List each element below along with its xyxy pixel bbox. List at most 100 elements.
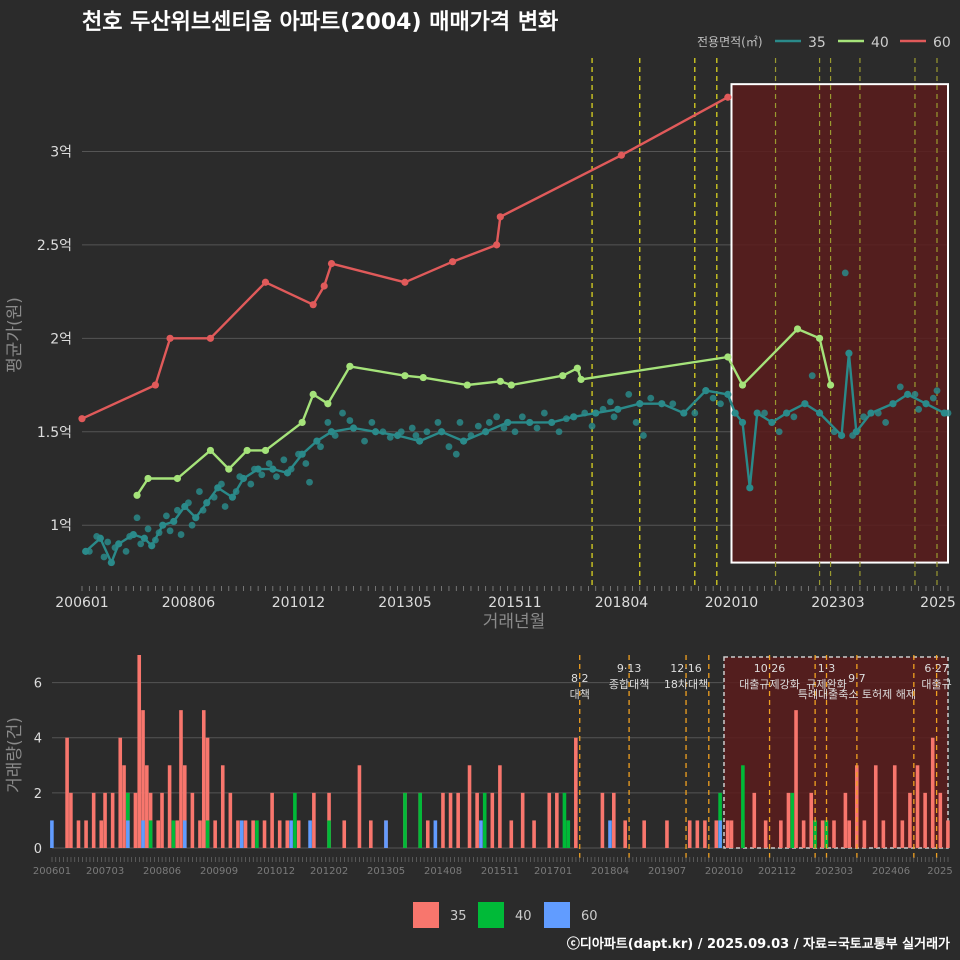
price-scatter-point-86 (896, 383, 904, 391)
volume-x-tick-label-5: 201202 (310, 866, 348, 877)
price-scatter-point-6 (126, 533, 134, 540)
price-point-60-10 (493, 241, 501, 249)
volume-bar-35-30 (243, 820, 248, 848)
volume-bar-40-9 (482, 792, 487, 848)
price-x-tick-label-7: 202303 (811, 595, 864, 611)
price-scatter-point-4 (111, 544, 119, 552)
price-point-35-16 (269, 465, 277, 473)
price-point-35-27 (482, 428, 490, 436)
volume-y-tick-label-0: 0 (34, 842, 42, 857)
volume-bar-40-4 (255, 820, 259, 848)
volume-bar-35-50 (475, 792, 479, 848)
price-point-35-22 (371, 428, 380, 436)
price-point-40-20 (738, 381, 747, 389)
volume-bar-35-34 (277, 820, 282, 848)
volume-bar-60-8 (433, 820, 438, 848)
price-point-40-13 (463, 381, 471, 389)
price-point-35-53 (922, 400, 930, 408)
volume-bar-40-15 (813, 820, 817, 848)
volume-bar-35-84 (862, 820, 867, 848)
price-point-60-13 (724, 93, 732, 101)
volume-bar-40-10 (562, 792, 567, 848)
price-point-35-47 (837, 431, 846, 440)
volume-bar-60-4 (239, 820, 244, 848)
policy-label-text-1: 종합대책 (609, 678, 649, 691)
price-scatter-point-28 (265, 460, 273, 467)
price-point-40-22 (815, 334, 824, 342)
policy-label-date-7: 9·7 (848, 672, 866, 685)
volume-bar-35-59 (574, 737, 578, 848)
volume-bar-35-29 (236, 820, 240, 848)
volume-bar-35-11 (133, 792, 138, 848)
volume-bar-35-41 (369, 820, 373, 848)
price-scatter-point-10 (151, 536, 159, 544)
volume-bar-35-40 (357, 765, 362, 848)
price-point-35-41 (746, 484, 754, 492)
price-y-tick-label-3: 2.5억 (37, 238, 72, 254)
volume-x-tick-label-10: 201804 (591, 866, 629, 877)
volume-bar-35-37 (312, 792, 316, 848)
volume-bar-35-61 (612, 792, 616, 848)
price-scatter-point-18 (196, 488, 203, 495)
price-point-35-33 (614, 405, 622, 413)
volume-bar-35-91 (923, 792, 927, 848)
volume-bar-35-65 (687, 820, 692, 848)
volume-bar-35-60 (600, 792, 605, 848)
volume-legend-key-35 (413, 902, 439, 928)
volume-legend-key-60 (544, 902, 570, 928)
volume-bar-35-39 (342, 820, 347, 848)
price-scatter-point-32 (295, 450, 302, 458)
price-point-35-30 (548, 418, 556, 427)
price-scatter-point-74 (709, 394, 717, 402)
volume-bar-35-78 (809, 792, 814, 848)
legend-label-40: 40 (871, 35, 889, 51)
price-point-35-5 (140, 534, 148, 542)
volume-bar-35-63 (642, 820, 646, 848)
volume-bar-35-20 (179, 710, 183, 848)
volume-legend: 35 40 60 (413, 902, 598, 928)
price-point-60-1 (151, 381, 159, 389)
volume-bar-35-18 (167, 765, 172, 848)
price-scatter-point-81 (841, 269, 849, 277)
price-highlight-box (730, 83, 949, 564)
price-point-35-43 (768, 418, 776, 427)
volume-bar-35-73 (763, 820, 768, 848)
volume-y-tick-label-2: 4 (34, 732, 42, 747)
volume-bar-35-33 (270, 792, 274, 848)
price-point-40-23 (826, 381, 835, 389)
volume-bar-60-5 (289, 820, 293, 848)
price-scatter-point-75 (717, 400, 724, 408)
volume-bar-60-10 (608, 820, 612, 848)
policy-label-text-2: 18차대책 (664, 678, 708, 691)
volume-bar-35-48 (456, 792, 460, 848)
chart-title: 천호 두산위브센티움 아파트(2004) 매매가격 변화 (82, 10, 558, 35)
price-scatter-point-29 (273, 473, 280, 481)
price-scatter-point-54 (485, 419, 493, 426)
volume-x-ticks: 200601 200703 200806 200909 201012 201202 2013… (33, 857, 953, 877)
price-scatter-point-35 (317, 443, 324, 451)
policy-label-text-4: 대출규제강화 (739, 678, 800, 691)
price-scatter-point-55 (493, 413, 501, 421)
price-point-60-11 (496, 213, 504, 221)
price-scatter-point-51 (456, 419, 464, 426)
price-scatter-point-47 (423, 428, 431, 436)
volume-bar-35-83 (854, 765, 859, 848)
price-scatter-point-83 (860, 413, 868, 421)
volume-bar-35-21 (182, 765, 187, 848)
price-scatter-point-45 (408, 424, 416, 432)
price-scatter-point-90 (933, 387, 941, 395)
volume-bar-40-7 (403, 792, 407, 848)
source-caption: ⓒ디아파트(dapt.kr) / 2025.09.03 / 자료=국토교통부 실… (567, 936, 950, 952)
price-point-35-36 (680, 409, 688, 417)
volume-bar-35-9 (122, 765, 126, 848)
price-scatter-point-46 (412, 432, 420, 439)
volume-bar-35-75 (786, 792, 791, 848)
price-y-axis-title: 평균가(원) (5, 297, 25, 373)
volume-bar-35-6 (103, 792, 107, 848)
volume-x-tick-label-11: 201907 (648, 866, 686, 877)
price-point-35-35 (658, 400, 666, 408)
volume-bar-35-67 (703, 820, 707, 848)
legend-label-60: 60 (933, 35, 951, 51)
price-point-40-16 (559, 372, 567, 380)
